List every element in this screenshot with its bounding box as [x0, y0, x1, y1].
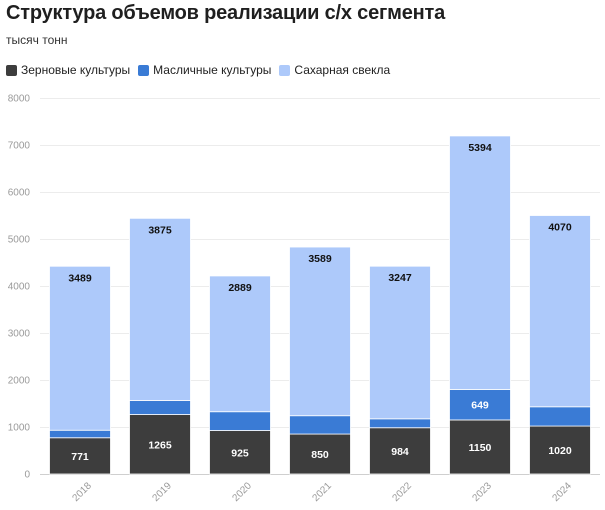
bar-2022-series-2: [369, 265, 431, 420]
bar-2019-series-0: [129, 414, 191, 475]
chart-subtitle: тысяч тонн: [6, 33, 68, 47]
bar-2020-series-0: [209, 430, 271, 475]
bar-2024-series-2: [529, 215, 591, 408]
y-tick-label-3000: 3000: [8, 329, 31, 340]
chart-legend: Зерновые культуры Масличные культуры Сах…: [6, 63, 398, 77]
data-label-2023-series-2: 5394: [468, 142, 492, 154]
x-tick-label-2020: 2020: [230, 480, 254, 504]
bar-2024-series-1: [529, 406, 591, 427]
y-tick-label-2000: 2000: [8, 376, 31, 387]
legend-swatch-sugar-beet: [279, 64, 291, 76]
chart-title: Структура объемов реализации с/х сегмент…: [6, 2, 446, 24]
bar-2020-series-2: [209, 275, 271, 413]
data-label-2022-series-0: 984: [391, 446, 409, 458]
bar-2019-series-2: [129, 217, 191, 401]
y-tick-label-6000: 6000: [8, 188, 31, 199]
x-tick-label-2024: 2024: [550, 480, 574, 504]
bar-2021-series-1: [289, 415, 351, 435]
data-label-2024-series-2: 4070: [548, 222, 572, 234]
legend-swatch-oilseed: [138, 64, 150, 76]
bar-2023-series-0: [449, 419, 511, 475]
data-label-2022-series-2: 3247: [388, 272, 412, 284]
legend-label-oilseed: Масличные культуры: [153, 63, 272, 77]
x-tick-label-2021: 2021: [310, 480, 334, 504]
bar-2024-series-0: [529, 425, 591, 475]
bar-2018-series-2: [49, 265, 111, 431]
y-tick-label-1000: 1000: [8, 423, 31, 434]
x-tick-label-2023: 2023: [470, 480, 494, 504]
y-tick-label-5000: 5000: [8, 235, 31, 246]
data-label-2023-series-0: 1150: [469, 442, 492, 454]
bar-2021-series-2: [289, 246, 351, 417]
legend-item-oilseed: Масличные культуры: [138, 63, 271, 77]
legend-label-grain: Зерновые культуры: [21, 63, 131, 77]
data-label-2024-series-0: 1020: [548, 445, 572, 457]
data-label-2023-series-1: 649: [471, 400, 489, 412]
data-label-2018-series-0: 771: [71, 451, 89, 463]
y-tick-label-8000: 8000: [8, 94, 31, 105]
data-label-2019-series-0: 1265: [148, 439, 172, 451]
legend-swatch-grain: [6, 64, 17, 76]
legend-item-sugar-beet: Сахарная свекла: [279, 63, 390, 77]
y-tick-label-0: 0: [24, 470, 30, 481]
data-label-2018-series-2: 3489: [68, 272, 92, 284]
data-label-2021-series-2: 3589: [308, 253, 332, 265]
x-tick-label-2022: 2022: [390, 480, 414, 504]
bar-2022-series-1: [369, 418, 431, 429]
y-tick-label-4000: 4000: [8, 282, 31, 293]
bar-2018-series-0: [49, 437, 111, 475]
bar-2023-series-2: [449, 135, 511, 390]
bar-2018-series-1: [49, 429, 111, 439]
legend-item-grain: Зерновые культуры: [6, 63, 130, 77]
data-label-2020-series-0: 925: [231, 447, 249, 459]
data-label-2020-series-2: 2889: [228, 282, 252, 294]
legend-label-sugar-beet: Сахарная свекла: [294, 63, 391, 77]
bar-2023-series-1: [449, 389, 511, 421]
data-label-2019-series-2: 3875: [148, 224, 172, 236]
bar-2019-series-1: [129, 400, 191, 415]
bar-2021-series-0: [289, 433, 351, 475]
bar-2022-series-0: [369, 427, 431, 475]
y-tick-label-7000: 7000: [8, 141, 31, 152]
x-tick-label-2019: 2019: [150, 480, 174, 504]
data-label-2021-series-0: 850: [311, 449, 329, 461]
bar-2020-series-1: [209, 411, 271, 431]
x-tick-label-2018: 2018: [70, 480, 94, 504]
